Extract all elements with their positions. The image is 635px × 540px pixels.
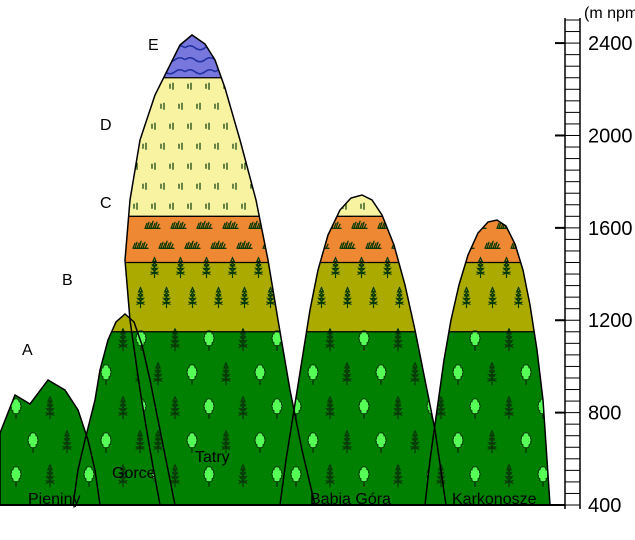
axis-tick-800: 800 <box>588 403 621 425</box>
axis-tick-2000: 2000 <box>588 125 633 147</box>
zone-label-E: E <box>148 37 159 54</box>
axis-unit-label: (m npm) <box>584 5 635 22</box>
axis-tick-2400: 2400 <box>588 33 633 55</box>
zone-label-D: D <box>100 117 112 134</box>
axis-tick-400: 400 <box>588 495 621 517</box>
mountain-label-tatry: Tatry <box>195 449 230 466</box>
mountain-label-babia-góra: Babia Góra <box>310 491 391 508</box>
zone-label-C: C <box>100 195 112 212</box>
mountain-label-karkonosze: Karkonosze <box>452 491 537 508</box>
axis-tick-1200: 1200 <box>588 310 633 332</box>
axis-tick-1600: 1600 <box>588 218 633 240</box>
zone-label-B: B <box>62 272 73 289</box>
mountain-label-pieniny: Pieniny <box>28 491 80 508</box>
zone-label-A: A <box>22 342 33 359</box>
mountain-label-gorce: Gorce <box>112 465 156 482</box>
